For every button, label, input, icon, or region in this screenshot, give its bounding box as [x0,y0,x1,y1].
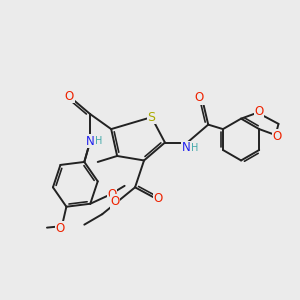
Text: O: O [153,192,163,205]
Text: O: O [107,188,117,201]
Text: O: O [272,130,282,143]
Text: N: N [86,134,95,148]
Text: N: N [182,141,190,154]
Text: O: O [65,90,74,103]
Text: O: O [254,105,264,118]
Text: H: H [95,136,103,146]
Text: O: O [195,91,204,104]
Text: H: H [191,143,198,153]
Text: O: O [56,222,65,235]
Text: O: O [110,195,120,208]
Text: S: S [148,111,155,124]
